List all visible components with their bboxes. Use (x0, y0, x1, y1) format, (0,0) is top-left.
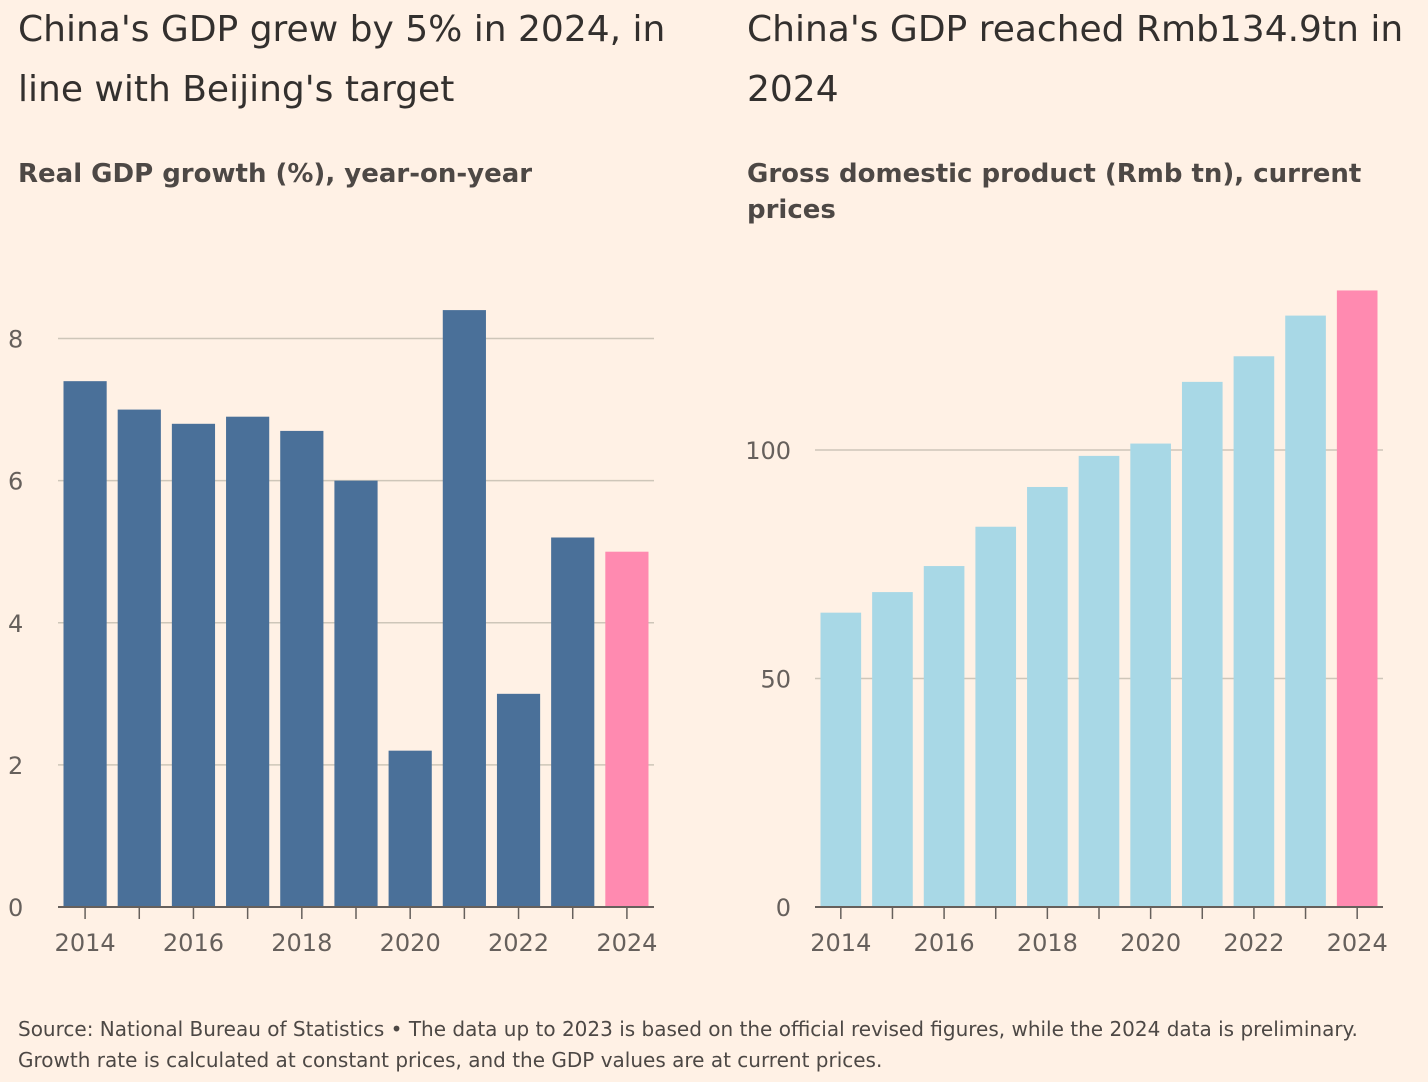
bar-2018 (280, 430, 324, 907)
bar-2023 (1285, 315, 1326, 907)
x-tick-label: 2024 (1327, 929, 1388, 957)
bar-2018 (1027, 486, 1068, 907)
x-tick-label: 2020 (1120, 929, 1181, 957)
x-tick-label: 2018 (1017, 929, 1078, 957)
bar-2019 (334, 480, 378, 907)
x-tick-label: 2022 (1223, 929, 1284, 957)
x-tick-label: 2018 (271, 929, 332, 957)
bar-2024 (605, 551, 649, 907)
y-tick-label: 4 (8, 610, 23, 638)
right-chart-title: China's GDP reached Rmb134.9tn in 2024 (747, 9, 1404, 110)
bar-2024 (1336, 290, 1378, 907)
bar-2022 (496, 693, 541, 907)
bar-2017 (975, 526, 1017, 907)
right-chart-subtitle: Gross domestic product (Rmb tn), current… (747, 159, 1362, 225)
gdp-growth-bar-chart: 0 2 4 6 8 2014 2016 2018 2020 2022 2024 (8, 310, 657, 957)
left-chart-subtitle: Real GDP growth (%), year-on-year (18, 159, 533, 189)
y-tick-label: 0 (776, 894, 791, 922)
x-tick-label: 2020 (380, 929, 441, 957)
x-tick-label: 2016 (914, 929, 975, 957)
bar-2014 (63, 381, 107, 908)
bar-2016 (923, 566, 965, 907)
bar-2022 (1233, 356, 1275, 907)
left-chart-title: China's GDP grew by 5% in 2024, in line … (18, 9, 666, 110)
bar-2015 (872, 592, 913, 907)
y-tick-label: 6 (8, 468, 23, 496)
bar-2014 (820, 612, 862, 907)
bar-2021 (1181, 381, 1223, 907)
bar-2020 (388, 750, 432, 907)
bar-2021 (442, 310, 486, 907)
x-tick-label: 2022 (488, 929, 549, 957)
bar-2016 (171, 423, 216, 907)
bar-2017 (226, 416, 270, 907)
x-tick-label: 2014 (55, 929, 116, 957)
y-tick-label: 100 (745, 437, 791, 465)
bar-2019 (1078, 455, 1120, 907)
y-tick-label: 50 (760, 665, 791, 693)
bar-2015 (117, 409, 161, 907)
x-tick-label: 2016 (163, 929, 224, 957)
y-tick-label: 0 (8, 894, 23, 922)
gdp-level-bar-chart: 0 50 100 2014 2016 2018 2020 2022 2024 (745, 290, 1388, 957)
bar-2020 (1130, 443, 1171, 907)
y-tick-label: 2 (8, 752, 23, 780)
x-tick-label: 2024 (596, 929, 657, 957)
source-note: Source: National Bureau of Statistics • … (18, 1017, 1358, 1072)
bar-2023 (551, 537, 595, 907)
x-tick-label: 2014 (810, 929, 871, 957)
y-tick-label: 8 (8, 326, 23, 354)
